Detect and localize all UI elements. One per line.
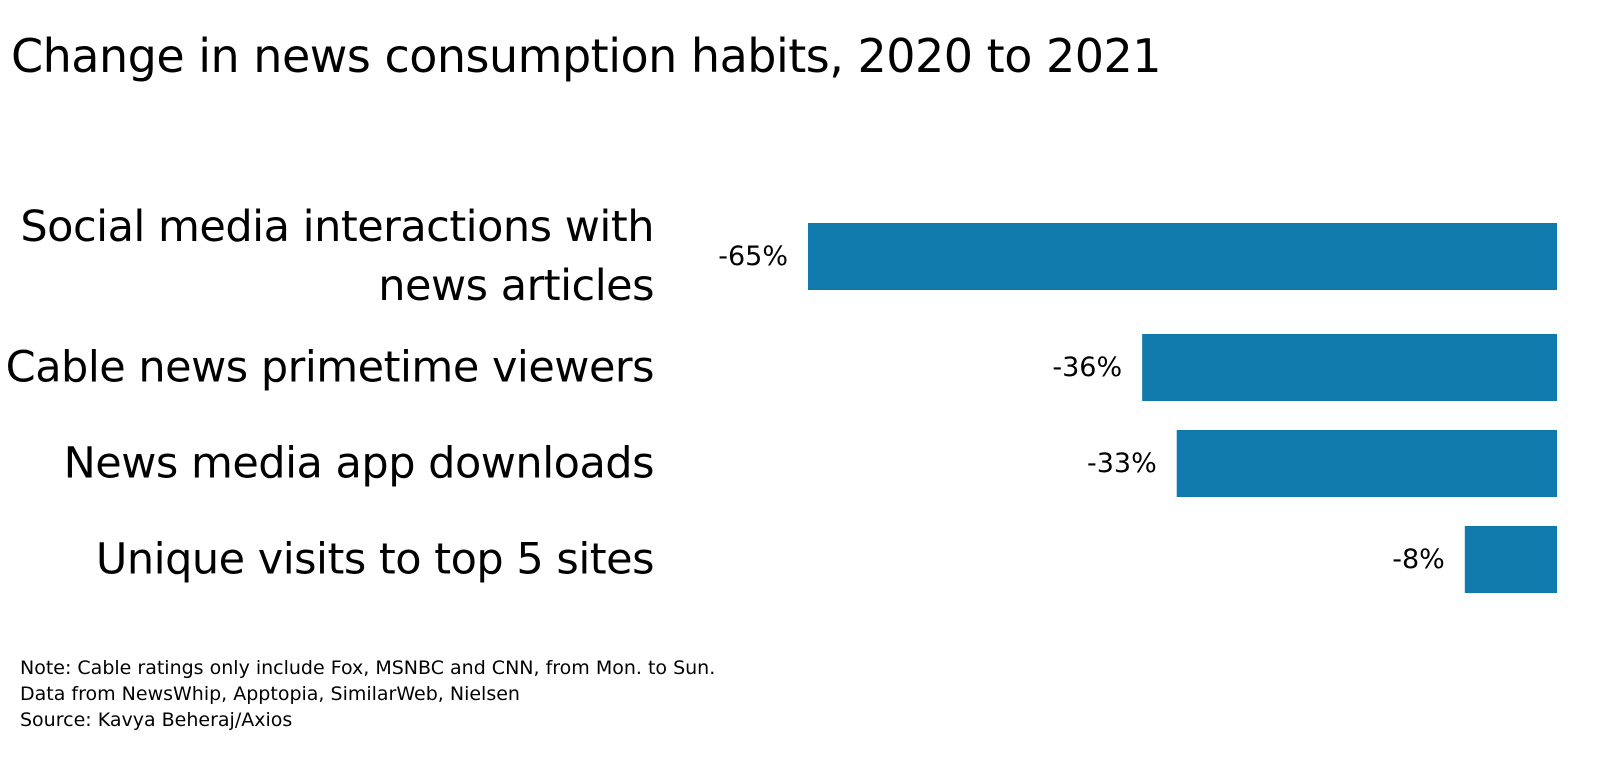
bar: [1142, 334, 1557, 401]
value-labels-layer: -65% -36% -33% -8%: [718, 241, 1445, 575]
footnote-data-sources: Data from NewsWhip, Apptopia, SimilarWeb…: [20, 683, 520, 705]
category-label: Social media interactions with: [20, 202, 654, 252]
chart-title: Change in news consumption habits, 2020 …: [11, 29, 1162, 83]
category-label: Unique visits to top 5 sites: [96, 535, 654, 585]
bar-value-label: -65%: [718, 241, 788, 272]
bar-value-label: -36%: [1052, 352, 1122, 383]
bar: [808, 223, 1557, 290]
category-label: news articles: [378, 261, 654, 311]
bars-layer: [808, 223, 1557, 593]
category-label: News media app downloads: [64, 439, 654, 489]
bar: [1464, 526, 1557, 593]
bar-value-label: -8%: [1392, 544, 1445, 575]
footnotes: Note: Cable ratings only include Fox, MS…: [20, 655, 715, 733]
bar-value-label: -33%: [1087, 448, 1157, 479]
category-labels-layer: Social media interactions with news artic…: [6, 202, 655, 585]
bar: [1176, 430, 1557, 497]
category-label: Cable news primetime viewers: [6, 343, 654, 393]
footnote-note: Note: Cable ratings only include Fox, MS…: [20, 657, 716, 679]
footnote-source: Source: Kavya Beheraj/Axios: [20, 709, 293, 731]
